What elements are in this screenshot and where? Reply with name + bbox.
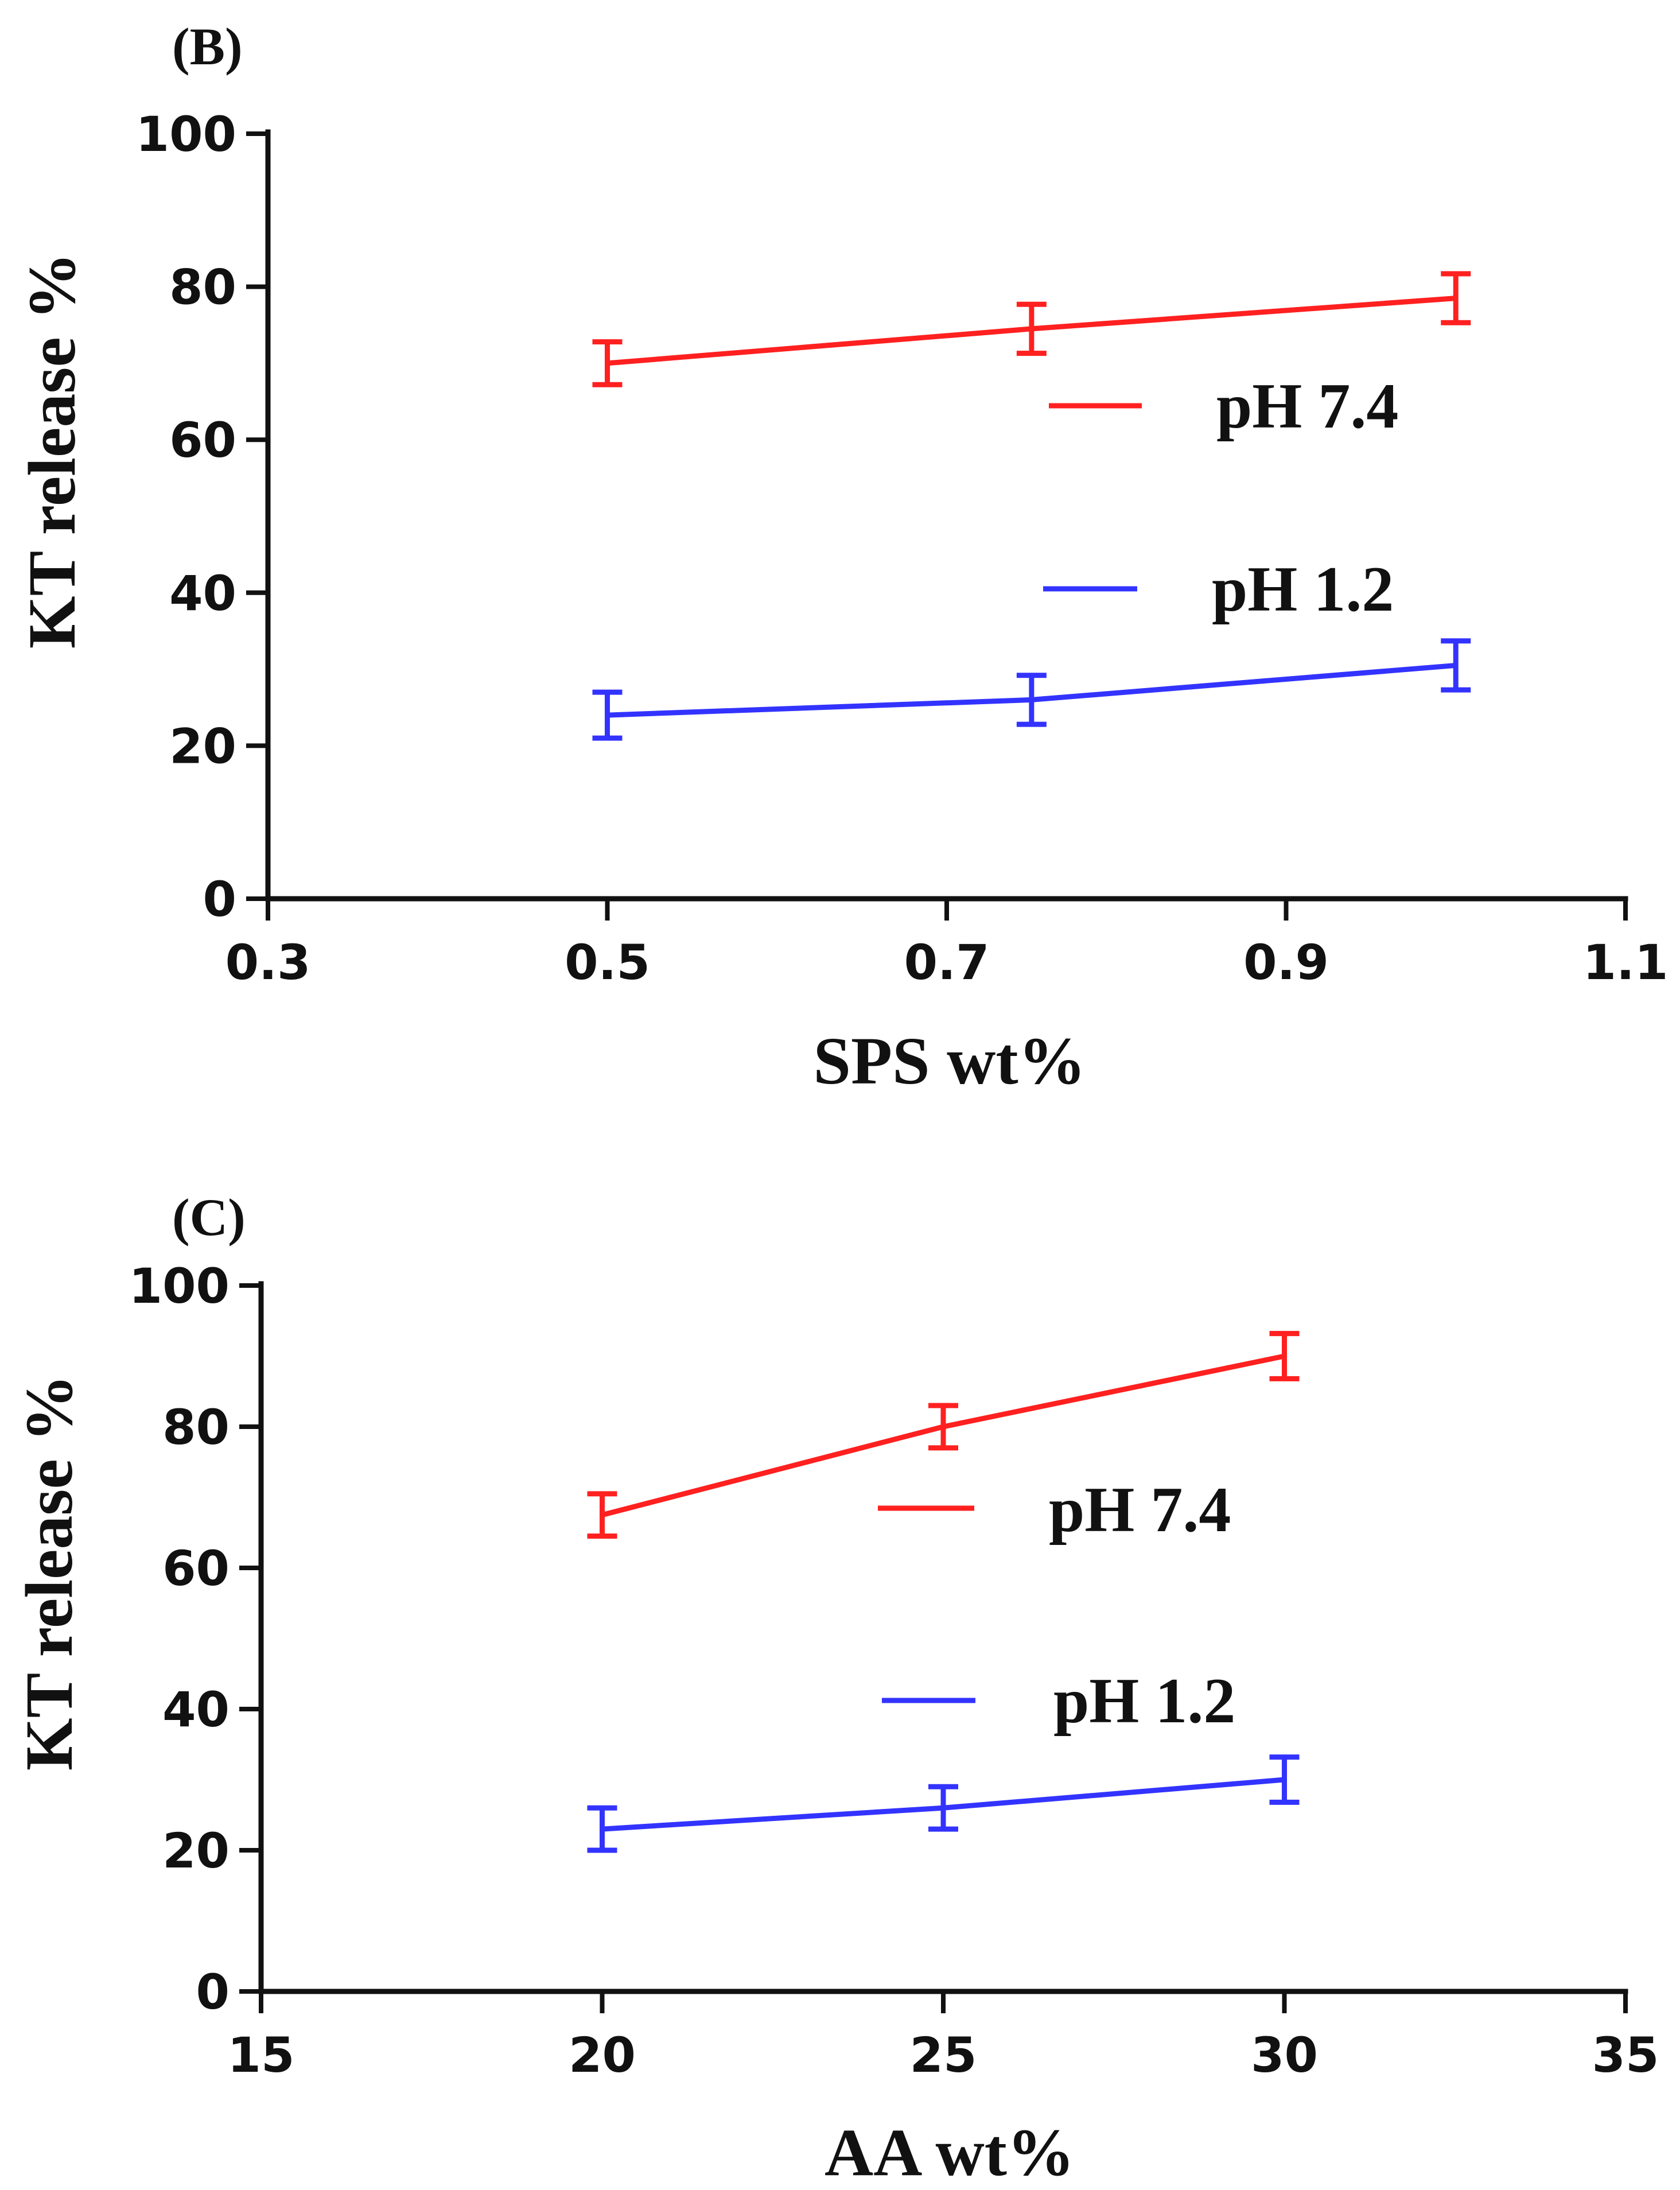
panel-c-y-tick-label: 0 — [196, 1964, 230, 2020]
panel-b-y-axis-title: KT release % — [14, 253, 90, 649]
panel-c-plot: 0 20 40 60 80 100 15 20 25 30 35 pH 7.4 pH 1.2 — [129, 1258, 1659, 2083]
panel-c-x-tick-label: 15 — [228, 2027, 295, 2083]
panel-c-y-axis-title: KT release % — [11, 1374, 87, 1770]
panel-b-x-tick-label: 0.7 — [904, 934, 990, 991]
panel-c: (C) KT release % AA wt% 0 20 40 60 80 100 15 20… — [11, 1188, 1659, 2190]
panel-b-y-tick-label: 20 — [169, 718, 236, 774]
panel-c-y-tick-label: 80 — [162, 1399, 230, 1455]
panel-c-label: (C) — [172, 1188, 246, 1247]
panel-b-legend-label-ph-7-4: pH 7.4 — [1216, 371, 1398, 442]
panel-c-legend-label-ph-1-2: pH 1.2 — [1053, 1665, 1235, 1737]
panel-c-x-tick-label: 35 — [1592, 2027, 1659, 2083]
panel-b-x-tick-label: 0.5 — [565, 934, 650, 991]
panel-c-x-tick-label: 20 — [569, 2027, 636, 2083]
panel-b-legend-label-ph-1-2: pH 1.2 — [1212, 554, 1394, 625]
panel-b-label: (B) — [172, 17, 243, 76]
panel-b-y-tick-label: 80 — [169, 259, 236, 316]
panel-b: (B) KT release % SPS wt% 0 20 40 60 80 100 0.3… — [14, 17, 1668, 1098]
panel-b-plot: 0 20 40 60 80 100 0.3 0.5 0.7 0.9 1.1 pH 7.4 pH 1.2 — [136, 106, 1669, 991]
panel-c-y-tick-label: 100 — [129, 1258, 230, 1314]
panel-b-x-tick-label: 0.9 — [1243, 934, 1329, 991]
panel-b-y-tick-label: 40 — [169, 565, 236, 622]
panel-b-x-tick-label: 1.1 — [1583, 934, 1669, 991]
panel-b-y-tick-label: 100 — [136, 106, 236, 162]
panel-c-y-tick-label: 60 — [162, 1540, 230, 1597]
panel-c-y-tick-label: 40 — [162, 1682, 230, 1738]
panel-c-legend-label-ph-7-4: pH 7.4 — [1049, 1474, 1231, 1546]
panel-c-x-tick-label: 25 — [910, 2027, 977, 2083]
panel-b-y-tick-label: 60 — [169, 412, 236, 468]
panel-c-x-tick-label: 30 — [1251, 2027, 1318, 2083]
panel-b-x-axis-title: SPS wt% — [813, 1023, 1086, 1098]
panel-c-x-axis-title: AA wt% — [825, 2115, 1075, 2190]
panel-c-y-tick-label: 20 — [162, 1823, 230, 1879]
panel-b-y-tick-label: 0 — [203, 871, 236, 927]
panel-b-x-tick-label: 0.3 — [225, 934, 311, 991]
